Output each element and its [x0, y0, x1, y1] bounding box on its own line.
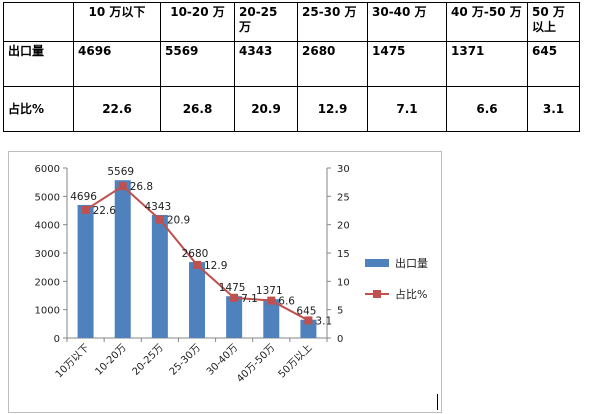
x-tick-label: 25-30万	[168, 342, 203, 377]
x-tick-label: 10-20万	[93, 342, 128, 377]
x-tick-label: 30-40万	[205, 342, 240, 377]
bar-data-label: 1371	[256, 285, 283, 297]
legend-label: 出口量	[395, 256, 428, 270]
line-marker	[155, 215, 164, 224]
line-marker	[81, 205, 90, 214]
line-data-label: 26.8	[130, 181, 153, 193]
bar	[151, 214, 168, 338]
chart-container: 0 1000 2000 3000 4000 5000 6000 0 5 10 15 20 25 30 10万…	[8, 151, 442, 413]
data-table: 10 万以下 10-20 万 20-25 万 25-30 万 30-40 万 4…	[3, 2, 580, 132]
x-tick-label: 20-25万	[131, 342, 166, 377]
line-marker	[118, 182, 127, 191]
y-left-tick-label: 0	[54, 334, 60, 345]
line-marker	[267, 296, 276, 305]
bar	[77, 204, 94, 338]
bar-data-label: 4343	[144, 201, 171, 213]
bar	[263, 299, 280, 338]
table-header-cell: 50 万以上	[527, 2, 580, 42]
y-left-tick-label: 4000	[35, 221, 60, 232]
table-cell: 7.1	[367, 86, 447, 132]
x-tick-label: 50万以上	[276, 342, 315, 381]
line-data-label: 6.6	[278, 296, 295, 308]
line-marker	[230, 293, 239, 302]
y-right-tick-label: 10	[337, 277, 350, 288]
legend-label: 占比%	[395, 287, 427, 301]
table-cell: 4696	[73, 41, 161, 87]
table-cell: 4343	[234, 41, 298, 87]
table-cell: 3.1	[527, 86, 580, 132]
bar	[114, 180, 131, 338]
combo-chart: 0 1000 2000 3000 4000 5000 6000 0 5 10 15 20 25 30 10万…	[35, 164, 428, 385]
bar-data-label: 2680	[182, 248, 209, 260]
table-header-cell: 10-20 万	[160, 2, 235, 42]
table-header-cell: 25-30 万	[297, 2, 368, 42]
x-tick-label: 40万-50万	[235, 342, 277, 384]
table-cell: 2680	[297, 41, 368, 87]
bar-data-label: 4696	[70, 191, 97, 203]
y-right-tick-label: 15	[337, 249, 350, 260]
table-row-label: 出口量	[3, 41, 74, 87]
y-right-tick-label: 25	[337, 192, 350, 203]
line-data-label: 22.6	[93, 205, 117, 217]
table-row-label: 占比%	[3, 86, 74, 132]
y-right-tick-label: 20	[337, 221, 350, 232]
table-header-cell: 10 万以下	[73, 2, 161, 42]
y-left-tick-label: 5000	[35, 192, 60, 203]
line-data-label: 20.9	[167, 215, 190, 227]
table-cell: 26.8	[160, 86, 235, 132]
bar-data-label: 645	[296, 306, 316, 318]
divider	[437, 394, 438, 410]
y-right-tick-label: 5	[337, 306, 343, 317]
table-header-cell: 40 万-50 万	[446, 2, 528, 42]
table-cell: 12.9	[297, 86, 368, 132]
y-right-tick-label: 0	[337, 334, 343, 345]
y-right-tick-label: 30	[337, 164, 350, 175]
y-left-tick-label: 2000	[35, 277, 60, 288]
table-cell: 645	[527, 41, 580, 87]
y-left-tick-label: 6000	[35, 164, 60, 175]
bar-data-label: 5569	[107, 166, 134, 178]
legend-swatch-bar	[365, 259, 389, 267]
table-header-cell: 20-25 万	[234, 2, 298, 42]
line-data-label: 12.9	[204, 260, 227, 272]
line-data-label: 3.1	[315, 315, 332, 327]
table-row: 占比% 22.6 26.8 20.9 12.9 7.1 6.6 3.1	[3, 86, 580, 132]
legend-swatch-marker	[373, 290, 381, 298]
table-cell: 6.6	[446, 86, 528, 132]
table-corner-cell	[3, 2, 74, 42]
bar	[226, 296, 243, 338]
table-cell: 5569	[160, 41, 235, 87]
line-data-label: 7.1	[241, 293, 258, 305]
table-cell: 20.9	[234, 86, 298, 132]
line-marker	[193, 260, 201, 269]
bar-data-label: 1475	[219, 282, 246, 294]
y-left-tick-label: 3000	[35, 249, 60, 260]
table-cell: 1475	[367, 41, 447, 87]
x-tick-label: 10万以下	[54, 342, 92, 380]
line-marker	[304, 316, 313, 325]
table-header-row: 10 万以下 10-20 万 20-25 万 25-30 万 30-40 万 4…	[3, 2, 580, 42]
y-left-tick-label: 1000	[35, 306, 60, 317]
bar	[189, 262, 205, 338]
table-header-cell: 30-40 万	[367, 2, 447, 42]
table-cell: 22.6	[73, 86, 161, 132]
table-row: 出口量 4696 5569 4343 2680 1475 1371 645	[3, 41, 580, 87]
table-cell: 1371	[446, 41, 528, 87]
